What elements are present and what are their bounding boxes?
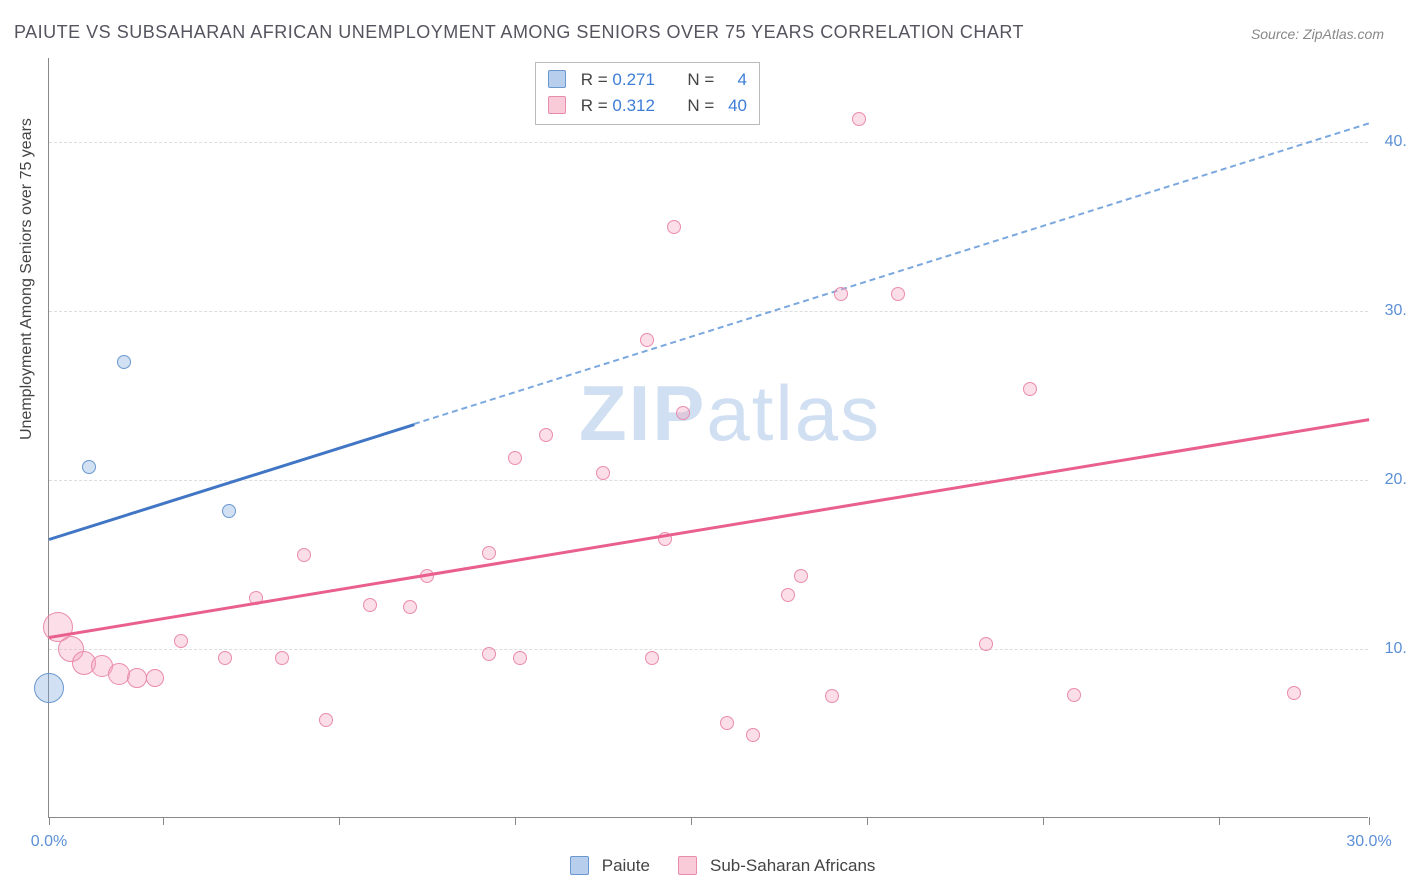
x-tick: [1219, 817, 1220, 825]
data-point: [539, 428, 553, 442]
x-tick: [163, 817, 164, 825]
legend-label-paiute: Paiute: [602, 856, 650, 875]
data-point: [34, 673, 64, 703]
data-point: [794, 569, 808, 583]
stats-row-subsaharan: R = 0.312 N = 40: [548, 93, 747, 119]
legend-label-subsaharan: Sub-Saharan Africans: [710, 856, 875, 875]
data-point: [891, 287, 905, 301]
gridline-h: [49, 649, 1368, 650]
trend-line: [49, 423, 415, 541]
data-point: [508, 451, 522, 465]
x-tick: [515, 817, 516, 825]
swatch-blue-icon: [548, 70, 566, 88]
data-point: [645, 651, 659, 665]
data-point: [117, 355, 131, 369]
n-label: N =: [687, 96, 714, 115]
series-legend: Paiute Sub-Saharan Africans: [570, 856, 875, 876]
source-attribution: Source: ZipAtlas.com: [1251, 26, 1384, 42]
n-value: 4: [719, 67, 747, 93]
gridline-h: [49, 311, 1368, 312]
data-point: [513, 651, 527, 665]
data-point: [1023, 382, 1037, 396]
correlation-stats-legend: R = 0.271 N = 4 R = 0.312 N = 40: [535, 62, 760, 125]
data-point: [174, 634, 188, 648]
data-point: [1287, 686, 1301, 700]
r-label: R =: [581, 96, 608, 115]
data-point: [319, 713, 333, 727]
data-point: [127, 668, 147, 688]
x-tick: [1369, 817, 1370, 825]
watermark-atlas: atlas: [706, 369, 881, 457]
data-point: [667, 220, 681, 234]
gridline-h: [49, 142, 1368, 143]
y-tick-label: 40.0%: [1385, 133, 1406, 151]
data-point: [852, 112, 866, 126]
trend-line: [49, 418, 1369, 639]
data-point: [1067, 688, 1081, 702]
data-point: [825, 689, 839, 703]
x-tick: [339, 817, 340, 825]
swatch-pink-icon: [548, 96, 566, 114]
n-label: N =: [687, 70, 714, 89]
x-tick: [49, 817, 50, 825]
watermark: ZIPatlas: [579, 368, 881, 459]
trend-line: [414, 122, 1369, 425]
data-point: [640, 333, 654, 347]
data-point: [979, 637, 993, 651]
r-value: 0.271: [612, 67, 668, 93]
y-tick-label: 20.0%: [1385, 471, 1406, 489]
data-point: [403, 600, 417, 614]
gridline-h: [49, 480, 1368, 481]
data-point: [596, 466, 610, 480]
chart-plot-area: ZIPatlas 10.0%20.0%30.0%40.0%0.0%30.0%: [48, 58, 1368, 818]
data-point: [275, 651, 289, 665]
legend-swatch-pink-icon: [678, 856, 697, 875]
y-axis-label: Unemployment Among Seniors over 75 years: [18, 118, 36, 440]
chart-title: PAIUTE VS SUBSAHARAN AFRICAN UNEMPLOYMEN…: [14, 22, 1024, 43]
data-point: [482, 546, 496, 560]
data-point: [297, 548, 311, 562]
data-point: [720, 716, 734, 730]
x-tick: [1043, 817, 1044, 825]
r-value: 0.312: [612, 93, 668, 119]
legend-swatch-blue-icon: [570, 856, 589, 875]
x-tick: [691, 817, 692, 825]
data-point: [781, 588, 795, 602]
data-point: [222, 504, 236, 518]
data-point: [746, 728, 760, 742]
data-point: [676, 406, 690, 420]
x-tick: [867, 817, 868, 825]
data-point: [82, 460, 96, 474]
data-point: [834, 287, 848, 301]
data-point: [482, 647, 496, 661]
data-point: [146, 669, 164, 687]
y-tick-label: 30.0%: [1385, 302, 1406, 320]
stats-row-paiute: R = 0.271 N = 4: [548, 67, 747, 93]
data-point: [218, 651, 232, 665]
x-tick-label: 30.0%: [1346, 833, 1391, 851]
n-value: 40: [719, 93, 747, 119]
y-tick-label: 10.0%: [1385, 640, 1406, 658]
r-label: R =: [581, 70, 608, 89]
x-tick-label: 0.0%: [31, 833, 67, 851]
data-point: [363, 598, 377, 612]
